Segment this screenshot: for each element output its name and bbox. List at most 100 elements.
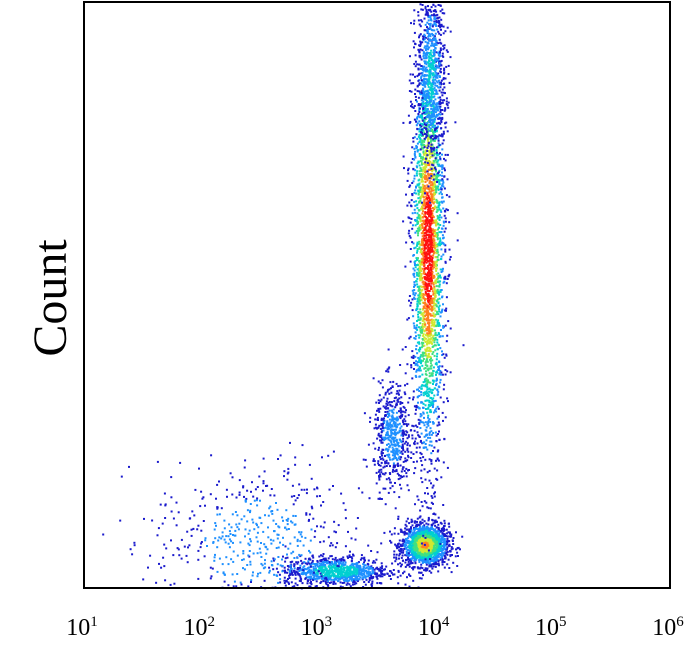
- data-point: [311, 559, 314, 562]
- data-point: [399, 464, 402, 467]
- data-point: [430, 264, 433, 266]
- data-point: [355, 563, 358, 566]
- data-point: [432, 383, 434, 385]
- data-point: [417, 434, 420, 437]
- data-point: [416, 273, 419, 276]
- data-point: [409, 121, 412, 123]
- data-point: [423, 229, 426, 232]
- data-point: [423, 17, 426, 20]
- data-point: [432, 174, 435, 177]
- data-point: [439, 396, 442, 399]
- data-point: [414, 424, 417, 427]
- data-point: [408, 295, 411, 297]
- data-point: [352, 564, 355, 567]
- data-point: [405, 528, 408, 531]
- data-point: [373, 427, 376, 430]
- data-point: [295, 561, 298, 564]
- data-point: [416, 251, 418, 254]
- data-point: [387, 477, 390, 480]
- data-point: [408, 337, 411, 340]
- data-point: [340, 566, 343, 569]
- data-point: [411, 289, 414, 292]
- data-point: [422, 151, 425, 154]
- data-point: [447, 540, 450, 542]
- data-point: [395, 439, 398, 442]
- data-point: [296, 584, 299, 587]
- data-point: [430, 295, 432, 298]
- data-point: [438, 423, 441, 426]
- data-point: [418, 287, 421, 290]
- data-point: [437, 523, 440, 526]
- data-point: [428, 538, 431, 541]
- data-point: [405, 525, 408, 528]
- data-point: [375, 567, 378, 570]
- data-point: [346, 569, 349, 572]
- data-point: [435, 41, 438, 44]
- data-point: [320, 554, 322, 557]
- data-point: [410, 82, 413, 85]
- data-point: [447, 558, 450, 561]
- data-point: [379, 575, 382, 578]
- data-point: [396, 432, 399, 435]
- data-point: [380, 441, 383, 444]
- data-point: [426, 198, 428, 201]
- data-point: [424, 232, 427, 234]
- data-point: [402, 429, 405, 432]
- data-point: [424, 561, 427, 564]
- data-point: [426, 368, 429, 371]
- data-point: [406, 179, 409, 182]
- data-point: [388, 366, 391, 369]
- data-point: [405, 440, 408, 443]
- data-point: [402, 449, 405, 452]
- data-point: [352, 563, 354, 566]
- data-point: [429, 204, 432, 207]
- data-point: [442, 530, 445, 532]
- data-point: [437, 243, 440, 246]
- data-point: [388, 401, 391, 403]
- data-point: [370, 566, 373, 569]
- data-point: [429, 155, 432, 158]
- data-point: [425, 531, 428, 534]
- data-point: [435, 269, 438, 272]
- data-point: [423, 277, 426, 280]
- data-point: [418, 555, 421, 558]
- data-point: [386, 368, 389, 371]
- data-point: [416, 257, 419, 260]
- data-point: [436, 389, 439, 392]
- data-point: [427, 369, 430, 372]
- data-point: [421, 141, 423, 144]
- data-point: [426, 179, 429, 182]
- data-point: [423, 540, 425, 543]
- data-point: [402, 475, 405, 478]
- data-point: [337, 560, 340, 563]
- data-point: [377, 419, 379, 421]
- data-point: [313, 575, 316, 577]
- data-point: [441, 148, 444, 151]
- data-point: [423, 255, 426, 258]
- data-point: [429, 273, 432, 276]
- data-point: [440, 121, 443, 124]
- data-point: [415, 204, 418, 207]
- data-point: [412, 315, 415, 318]
- data-point: [363, 573, 366, 576]
- data-point: [399, 458, 402, 461]
- data-point: [410, 364, 413, 367]
- data-point: [351, 557, 354, 560]
- data-point: [414, 292, 417, 295]
- data-point: [438, 113, 441, 115]
- data-point: [441, 535, 444, 538]
- data-point: [383, 455, 386, 457]
- data-point: [438, 543, 441, 546]
- data-point: [429, 552, 432, 555]
- data-point: [376, 437, 379, 440]
- data-point: [355, 582, 358, 585]
- data-point: [372, 575, 375, 578]
- data-point: [432, 168, 435, 171]
- data-point: [407, 169, 409, 172]
- data-point: [418, 285, 421, 288]
- data-point: [358, 566, 361, 569]
- data-point: [378, 498, 381, 500]
- data-point: [437, 142, 440, 145]
- data-point: [418, 191, 421, 193]
- data-point: [433, 152, 436, 155]
